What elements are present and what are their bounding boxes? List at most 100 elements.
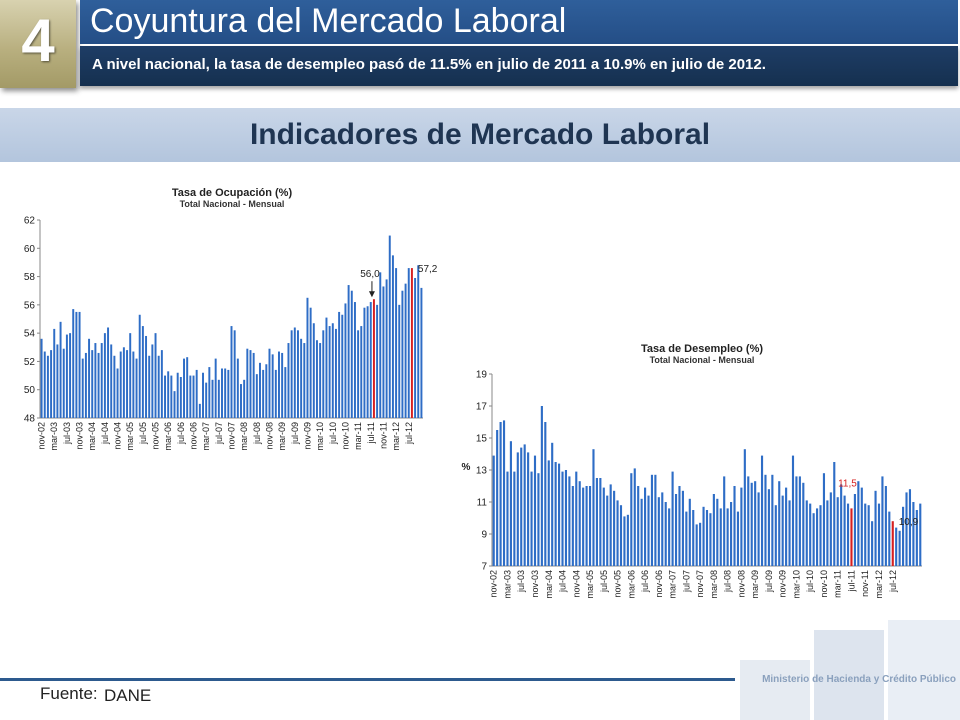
data-bar xyxy=(895,527,898,566)
data-bar xyxy=(398,304,401,418)
data-bar xyxy=(132,351,135,418)
data-bar xyxy=(554,462,557,566)
y-tick-label: 15 xyxy=(476,434,488,445)
data-bar xyxy=(126,350,129,418)
data-bar xyxy=(530,471,533,566)
data-bar xyxy=(376,304,379,418)
data-bar xyxy=(284,367,287,418)
data-bar xyxy=(678,486,681,566)
data-bar xyxy=(107,327,110,418)
data-bar xyxy=(119,351,122,418)
data-bar xyxy=(287,343,290,418)
data-bar xyxy=(236,358,239,418)
data-bar xyxy=(350,290,353,418)
data-bar xyxy=(853,494,856,566)
data-bar xyxy=(637,486,640,566)
data-bar xyxy=(802,482,805,566)
data-bar xyxy=(94,343,97,418)
highlight-bar xyxy=(410,268,413,418)
slide-subtitle: A nivel nacional, la tasa de desempleo p… xyxy=(92,56,766,73)
data-bar xyxy=(781,495,784,566)
data-bar xyxy=(100,343,103,418)
x-tick-label: nov-11 xyxy=(378,422,388,449)
data-bar xyxy=(198,403,201,418)
data-bar xyxy=(496,430,499,566)
x-tick-label: jul-06 xyxy=(176,422,186,445)
data-bar xyxy=(407,268,410,418)
x-tick-label: jul-08 xyxy=(723,570,733,593)
data-bar xyxy=(919,503,922,566)
data-bar xyxy=(160,350,163,418)
data-bar xyxy=(395,268,398,418)
data-bar xyxy=(726,508,729,566)
data-bar xyxy=(650,474,654,566)
data-bar xyxy=(833,462,836,566)
data-bar xyxy=(502,420,506,566)
data-bar xyxy=(91,350,94,418)
data-bar xyxy=(898,530,901,566)
x-tick-label: jul-03 xyxy=(62,422,72,445)
data-bar xyxy=(537,473,540,566)
data-bar xyxy=(836,497,839,566)
x-tick-label: jul-11 xyxy=(846,570,856,592)
data-bar xyxy=(905,492,908,566)
data-bar xyxy=(798,476,801,566)
data-bar xyxy=(595,478,598,566)
data-bar xyxy=(846,503,850,566)
x-tick-label: nov-03 xyxy=(530,570,540,598)
data-bar xyxy=(205,382,208,418)
data-bar xyxy=(582,487,585,566)
data-bar xyxy=(809,503,812,566)
data-bar xyxy=(736,511,740,566)
data-bar xyxy=(401,290,404,418)
data-bar xyxy=(189,375,192,418)
data-bar xyxy=(59,321,62,418)
data-bar xyxy=(499,422,502,566)
data-bar xyxy=(246,348,249,418)
data-bar xyxy=(268,348,271,418)
source-label: Fuente: xyxy=(40,684,98,703)
data-bar xyxy=(208,367,211,418)
x-tick-label: jul-06 xyxy=(640,570,650,593)
data-bar xyxy=(908,489,912,566)
data-bar xyxy=(871,521,874,566)
x-tick-label: jul-12 xyxy=(888,570,898,593)
data-bar xyxy=(719,508,722,566)
data-bar xyxy=(881,476,884,566)
data-bar xyxy=(740,487,743,566)
data-bar xyxy=(328,326,331,418)
data-bar xyxy=(135,358,138,418)
data-bar xyxy=(840,484,843,566)
data-bar xyxy=(331,323,334,418)
data-bar xyxy=(819,505,822,566)
data-bar xyxy=(170,375,173,418)
section-title: Indicadores de Mercado Laboral xyxy=(249,118,711,151)
data-bar xyxy=(157,355,160,418)
data-bar xyxy=(661,492,664,566)
data-bar xyxy=(309,307,312,418)
data-bar xyxy=(585,486,588,566)
data-bar xyxy=(353,302,356,418)
data-bar xyxy=(912,502,915,566)
data-bar xyxy=(62,348,65,418)
data-bar xyxy=(334,328,337,418)
x-tick-label: nov-10 xyxy=(819,570,829,598)
data-bar xyxy=(81,358,84,418)
data-bar xyxy=(50,350,53,418)
data-bar xyxy=(864,503,867,566)
data-bar xyxy=(767,489,770,566)
data-bar xyxy=(176,372,179,418)
data-bar xyxy=(791,455,795,566)
data-bar xyxy=(877,503,881,566)
x-tick-label: mar-10 xyxy=(315,422,325,451)
data-bar xyxy=(578,481,581,566)
data-bar xyxy=(366,306,369,418)
x-tick-label: mar-12 xyxy=(874,570,884,599)
y-tick-label: 62 xyxy=(24,216,36,227)
data-bar xyxy=(217,379,220,418)
data-bar xyxy=(211,379,214,418)
data-bar xyxy=(884,486,887,566)
x-tick-label: mar-03 xyxy=(502,570,512,599)
data-bar xyxy=(754,481,757,566)
data-bar xyxy=(347,285,350,418)
